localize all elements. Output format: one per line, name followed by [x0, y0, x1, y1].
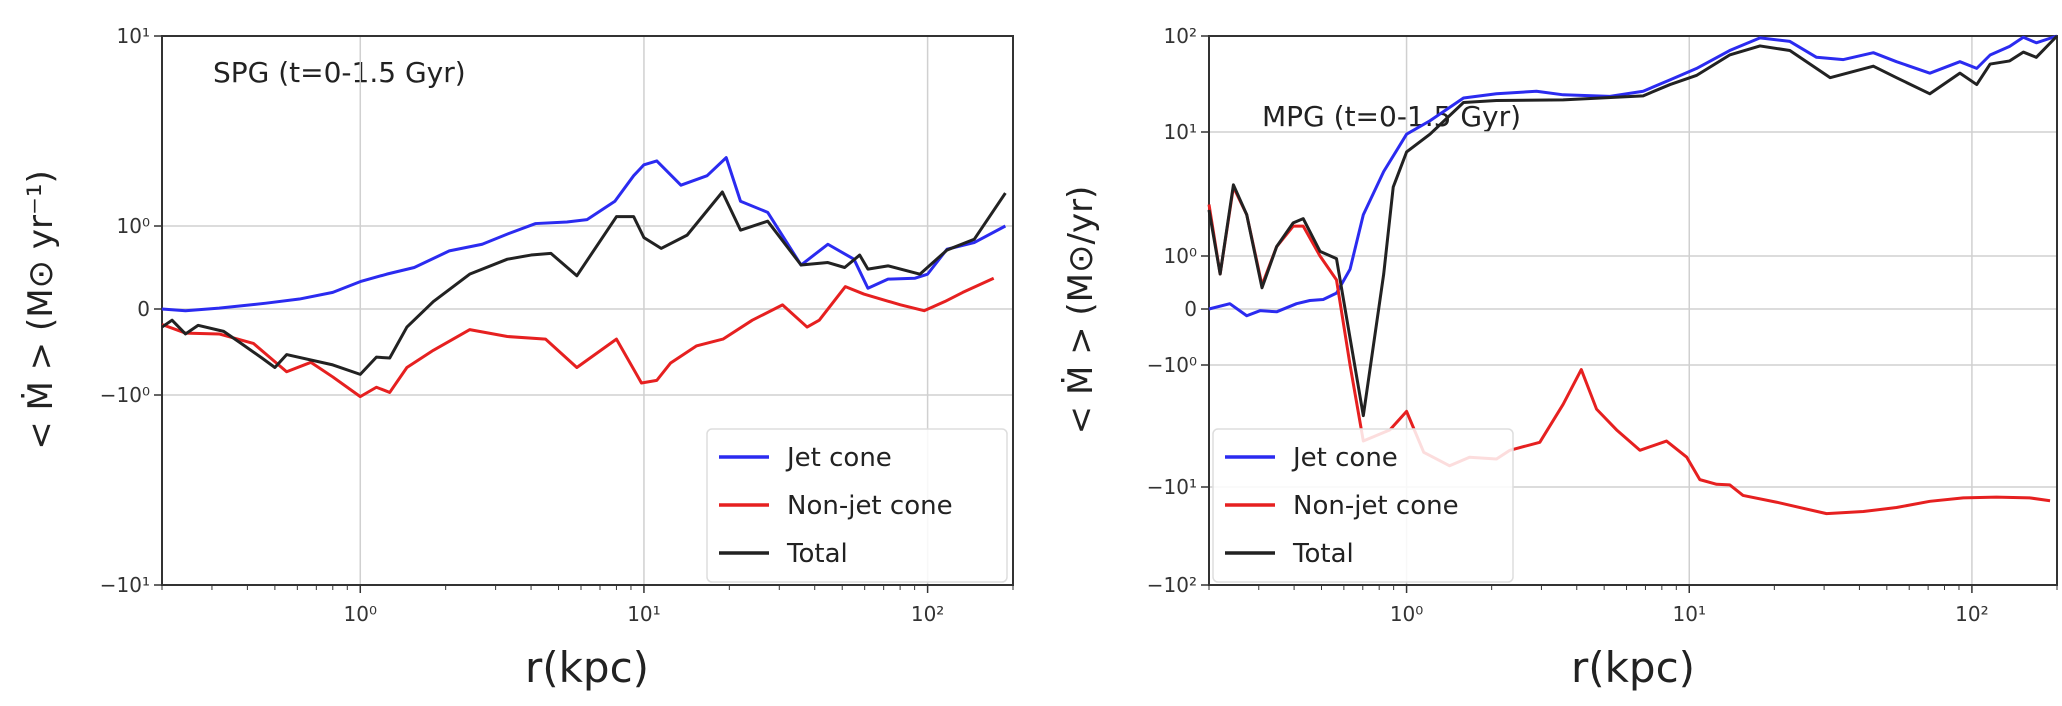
series-lines — [1207, 34, 2059, 516]
legend-box — [1212, 428, 1514, 583]
x-axis-label: r(kpc) — [525, 643, 649, 692]
chart-title: SPG (t=0-1.5 Gyr) — [213, 56, 466, 89]
axes-frame — [1208, 35, 2058, 586]
legend-box — [706, 428, 1008, 583]
series-lines — [161, 156, 1007, 399]
panel-mpg: MPG (t=0-1.5 Gyr) r(kpc) < Ṁ > (M⊙/yr) 1… — [1061, 24, 2059, 692]
legend-label: Non-jet cone — [787, 491, 953, 521]
y-tick-label: −10⁰ — [1147, 353, 1197, 377]
legend-label: Total — [786, 539, 848, 569]
y-tick-label: 10⁰ — [117, 214, 150, 238]
series-total — [1207, 34, 2059, 418]
y-axis-label: < Ṁ > (M⊙/yr) — [1061, 186, 1101, 435]
y-tick-label: 10¹ — [117, 24, 150, 48]
y-tick-label: 10² — [1164, 24, 1197, 48]
y-tick-label: 0 — [1184, 297, 1197, 321]
series-jet-cone — [161, 156, 1007, 313]
y-tick-label: 10¹ — [1164, 120, 1197, 144]
chart-title: MPG (t=0-1.5 Gyr) — [1262, 100, 1521, 133]
y-tick-label: −10¹ — [100, 573, 150, 597]
x-axis-label: r(kpc) — [1571, 643, 1695, 692]
panel-spg: SPG (t=0-1.5 Gyr) r(kpc) < Ṁ > (M⊙ yr⁻¹)… — [21, 24, 1014, 692]
axes: 10⁰ 10¹ 10² 10² 10¹ 10⁰ 0 −10⁰ −10¹ −10² — [1147, 24, 2058, 626]
y-tick-label: 10⁰ — [1164, 244, 1197, 268]
series-total — [161, 190, 1007, 376]
series-non-jet-cone — [161, 276, 995, 399]
legend: Jet cone Non-jet cone Total — [1212, 428, 1514, 583]
x-tick-label: 10⁰ — [1390, 602, 1423, 626]
x-tick-label: 10² — [911, 602, 944, 626]
y-tick-label: −10² — [1147, 573, 1197, 597]
series-jet-cone — [1208, 34, 2058, 318]
x-tick-label: 10¹ — [1673, 602, 1706, 626]
y-tick-label: 0 — [137, 297, 150, 321]
x-tick-label: 10² — [1955, 602, 1988, 626]
y-tick-label: −10¹ — [1147, 475, 1197, 499]
legend-label: Jet cone — [1291, 443, 1398, 473]
legend-label: Total — [1292, 539, 1354, 569]
legend-label: Jet cone — [785, 443, 892, 473]
y-axis-label: < Ṁ > (M⊙ yr⁻¹) — [21, 170, 61, 450]
y-tick-label: −10⁰ — [100, 383, 150, 407]
x-tick-label: 10⁰ — [344, 602, 377, 626]
legend-label: Non-jet cone — [1293, 491, 1459, 521]
series-non-jet-cone — [1207, 185, 2051, 516]
legend: Jet cone Non-jet cone Total — [706, 428, 1008, 583]
x-tick-label: 10¹ — [627, 602, 660, 626]
